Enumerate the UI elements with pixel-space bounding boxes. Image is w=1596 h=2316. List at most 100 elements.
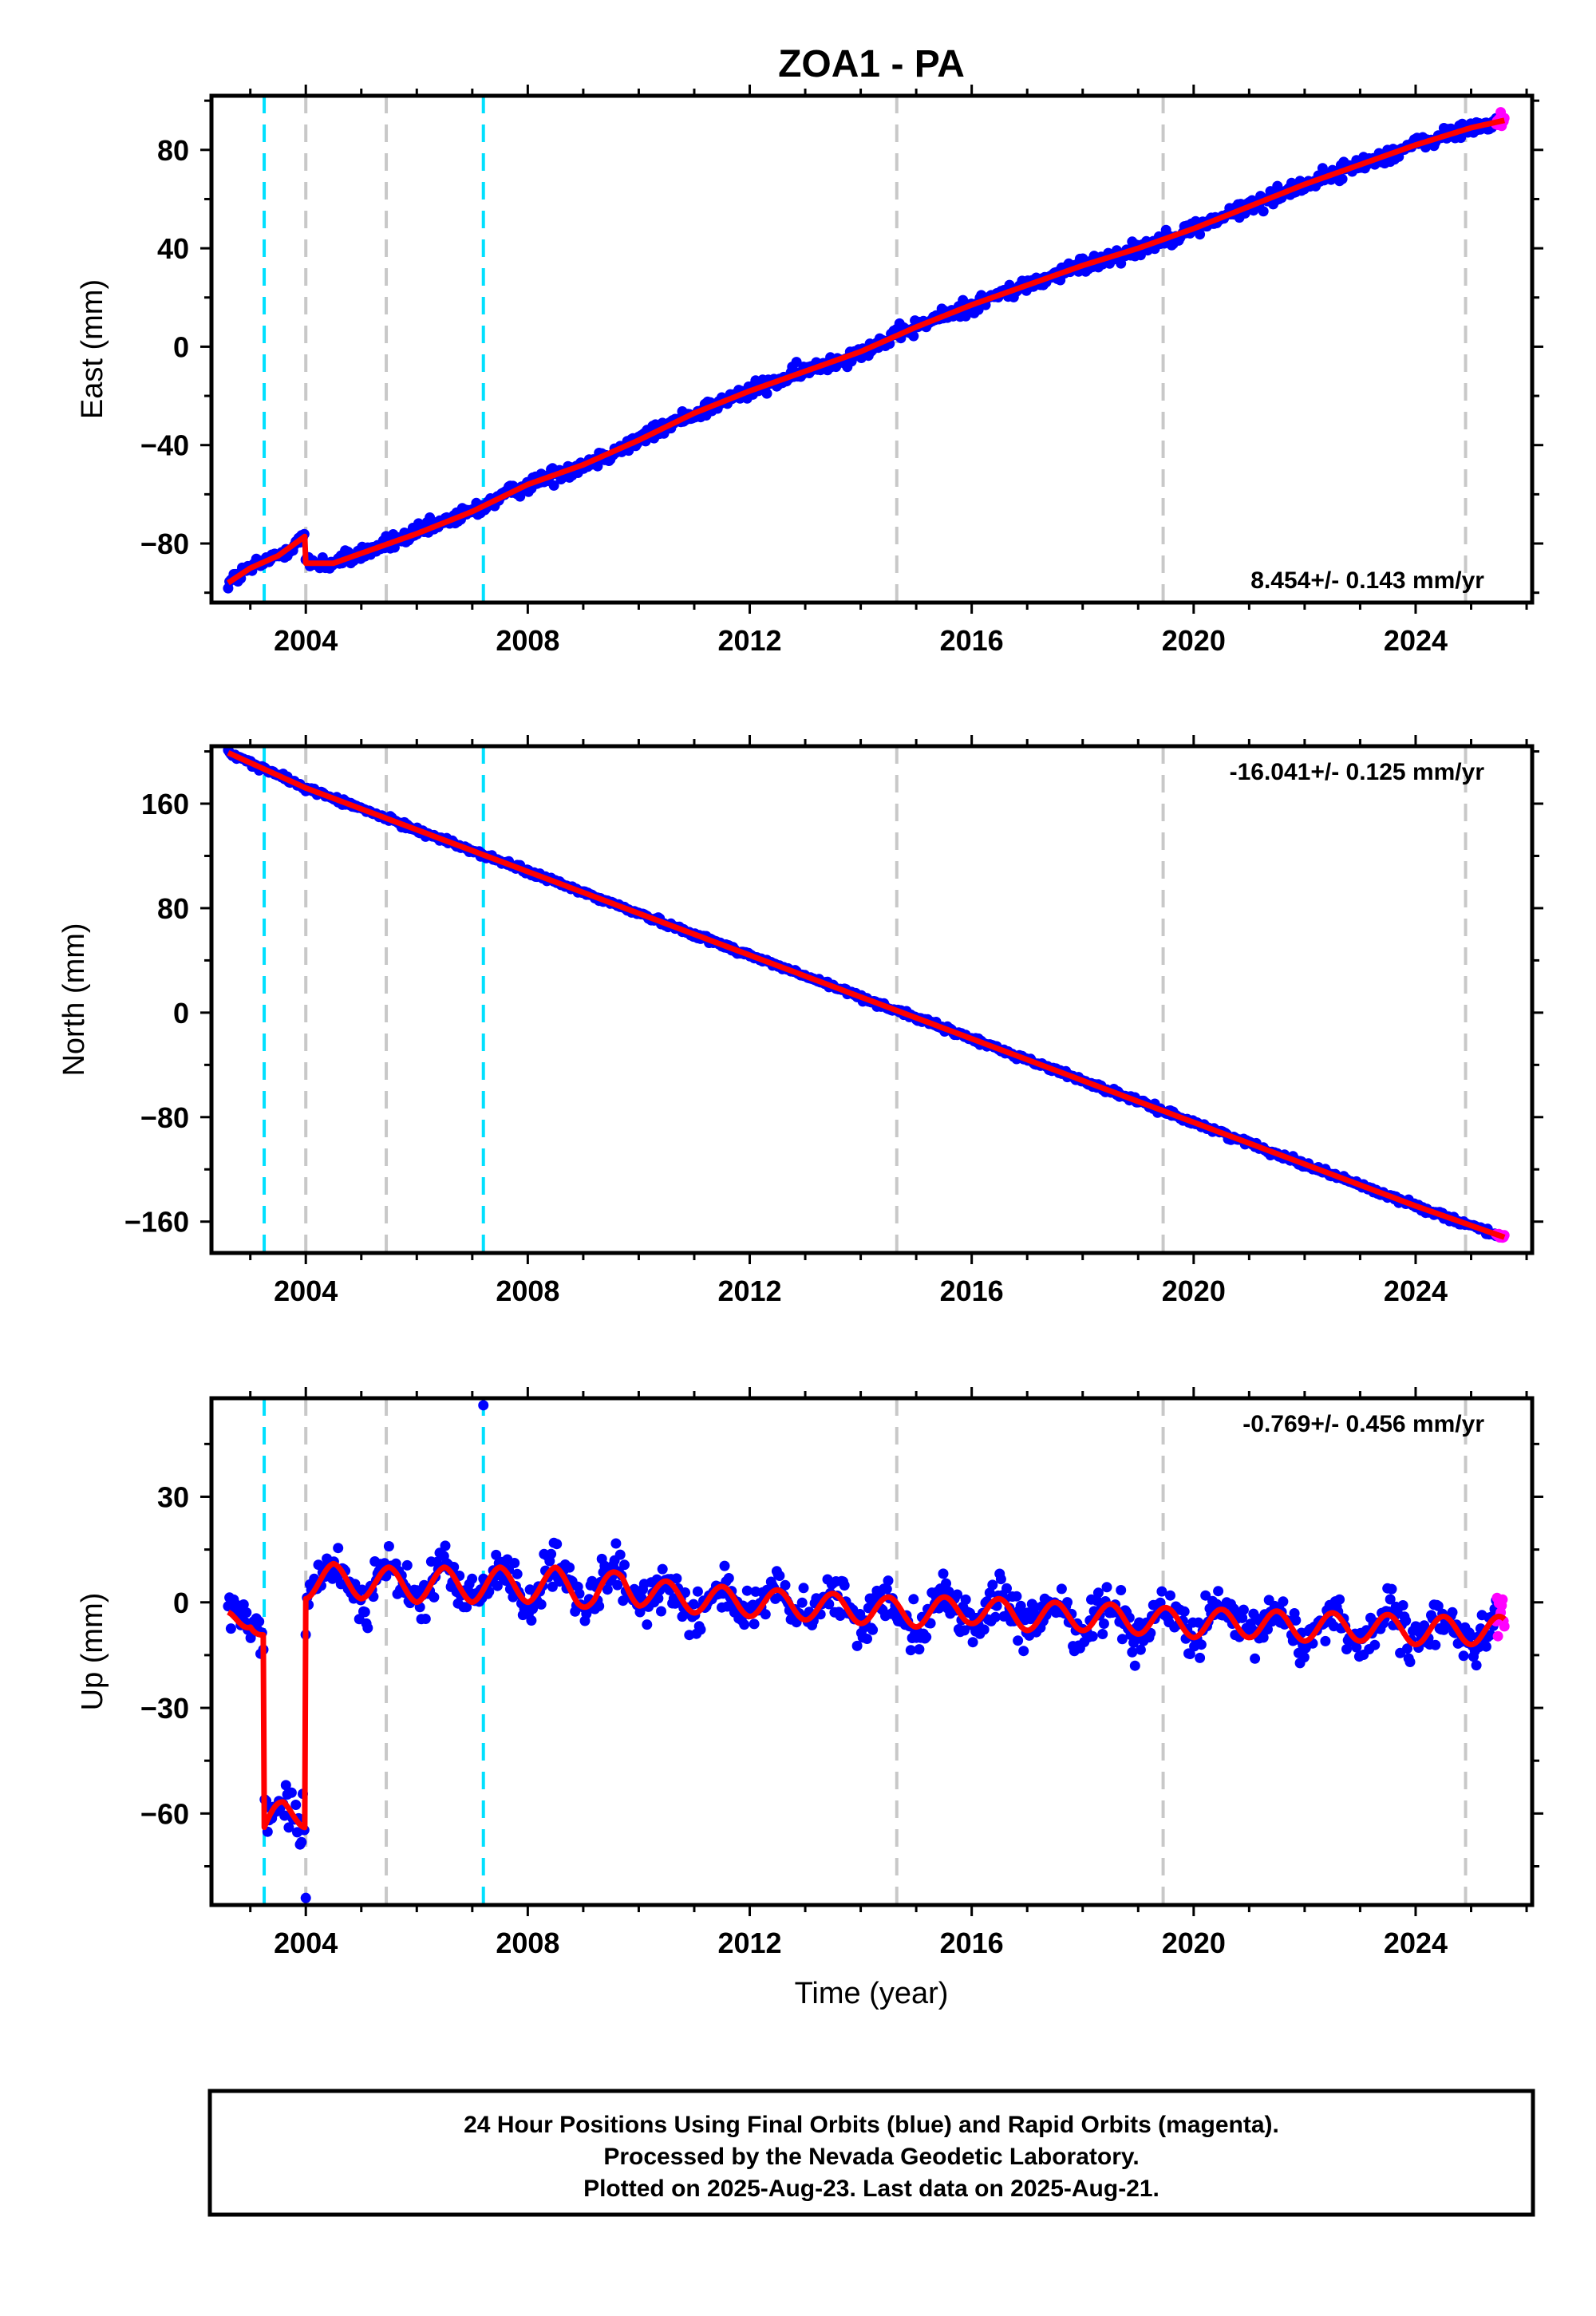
final-orbit-point bbox=[1087, 1630, 1098, 1642]
final-orbit-point bbox=[780, 1579, 791, 1591]
final-orbit-point bbox=[526, 1615, 537, 1626]
final-orbit-point bbox=[1195, 1652, 1206, 1663]
final-orbit-point bbox=[610, 1538, 622, 1549]
x-tick-label: 2008 bbox=[496, 1927, 559, 1959]
plot-frame bbox=[209, 1396, 1535, 1907]
final-orbit-point bbox=[796, 1597, 808, 1608]
final-orbit-point bbox=[333, 1543, 344, 1554]
final-orbit-point bbox=[1432, 1600, 1444, 1611]
final-orbit-point bbox=[1430, 1639, 1441, 1650]
final-orbit-point bbox=[1480, 1641, 1491, 1652]
final-orbit-point bbox=[594, 1601, 605, 1611]
x-tick-label: 2008 bbox=[496, 1275, 559, 1307]
final-orbit-point bbox=[492, 1580, 503, 1591]
y-tick-label: −30 bbox=[140, 1692, 189, 1725]
x-tick-label: 2020 bbox=[1162, 1927, 1226, 1959]
final-orbit-point bbox=[1200, 1590, 1211, 1601]
final-orbit-point bbox=[657, 1563, 668, 1575]
y-tick-label: 80 bbox=[157, 134, 189, 167]
final-orbit-point bbox=[1127, 1646, 1138, 1658]
final-orbit-point bbox=[1447, 1607, 1458, 1618]
east-panel: 2004 2008 2012 2016 2020 2024 −80 −40 0 40 80 East … bbox=[76, 85, 1543, 657]
rate-label: -0.769+/- 0.456 mm/yr bbox=[1242, 1411, 1484, 1437]
final-orbit-point bbox=[839, 1580, 850, 1591]
y-tick-label: −80 bbox=[140, 1101, 189, 1134]
final-orbit-point bbox=[921, 1631, 932, 1642]
x-tick-label: 2012 bbox=[717, 1275, 781, 1307]
y-tick-label: −60 bbox=[140, 1797, 189, 1830]
final-orbit-point bbox=[774, 1571, 785, 1581]
rate-label: 8.454+/- 0.143 mm/yr bbox=[1250, 567, 1484, 594]
y-tick-label: 0 bbox=[173, 330, 189, 363]
final-orbit-point bbox=[943, 1586, 954, 1597]
final-orbit-point bbox=[1092, 1595, 1103, 1607]
x-tick-label: 2020 bbox=[1162, 624, 1226, 657]
final-orbit-point bbox=[749, 1618, 760, 1630]
final-orbit-point bbox=[925, 1618, 936, 1629]
final-orbit-point bbox=[1341, 1644, 1352, 1654]
final-orbit-point bbox=[1386, 1583, 1397, 1595]
final-orbit-point bbox=[1116, 1634, 1128, 1645]
up-panel: 2004 2008 2012 2016 2020 2024 −60 −30 0 30 Up (mm)… bbox=[76, 1387, 1543, 1959]
final-orbit-point bbox=[1156, 1586, 1167, 1597]
final-orbit-point bbox=[359, 1607, 370, 1618]
final-orbit-point bbox=[1471, 1660, 1482, 1671]
x-axis-label: Time (year) bbox=[795, 1977, 949, 2010]
final-orbit-point bbox=[692, 1586, 703, 1597]
final-orbit-point bbox=[938, 1568, 949, 1579]
final-orbit-point bbox=[241, 1607, 252, 1618]
final-orbit-point bbox=[592, 460, 603, 472]
x-tick-label: 2024 bbox=[1384, 1927, 1448, 1959]
final-orbit-point bbox=[1062, 1597, 1073, 1608]
y-axis-label: East (mm) bbox=[76, 279, 109, 419]
final-orbit-point bbox=[383, 1541, 394, 1551]
final-orbit-point bbox=[1097, 1629, 1108, 1639]
plot-area bbox=[223, 96, 1510, 603]
final-orbit-point bbox=[618, 1595, 629, 1607]
final-orbit-point bbox=[1250, 1653, 1261, 1664]
final-orbit-point bbox=[1101, 1582, 1112, 1593]
footer-line-3: Plotted on 2025-Aug-23. Last data on 202… bbox=[583, 2176, 1159, 2202]
final-orbit-point bbox=[1237, 1612, 1248, 1623]
final-orbit-point bbox=[798, 1583, 809, 1594]
final-orbit-point bbox=[1165, 1590, 1175, 1601]
final-orbit-point bbox=[908, 330, 919, 342]
final-orbit-point bbox=[1129, 1660, 1140, 1671]
final-orbit-point bbox=[1011, 1591, 1022, 1602]
final-orbit-point bbox=[680, 1587, 690, 1598]
final-orbit-point bbox=[614, 1549, 626, 1560]
final-orbit-point bbox=[984, 1587, 995, 1599]
final-orbit-point bbox=[290, 1800, 302, 1810]
final-orbit-point bbox=[1184, 1649, 1195, 1659]
final-orbit-point bbox=[296, 1836, 307, 1848]
final-orbit-point bbox=[1258, 1632, 1269, 1643]
model-fit-line bbox=[226, 117, 1507, 586]
final-orbit-point bbox=[280, 1780, 291, 1791]
final-orbit-point bbox=[524, 1584, 535, 1595]
final-orbit-point bbox=[941, 1578, 951, 1589]
y-tick-label: 0 bbox=[173, 1587, 189, 1619]
chart-title: ZOA1 - PA bbox=[778, 43, 965, 85]
final-orbit-point bbox=[254, 1616, 265, 1627]
final-orbit-point bbox=[642, 1619, 653, 1630]
final-orbit-point bbox=[952, 1589, 963, 1600]
final-orbit-point bbox=[723, 1573, 734, 1583]
x-tick-label: 2004 bbox=[274, 1275, 338, 1307]
final-orbit-point bbox=[467, 1573, 478, 1584]
outlier-point bbox=[300, 1892, 311, 1903]
final-orbit-point bbox=[1135, 1644, 1146, 1655]
rapid-orbit-point bbox=[1492, 1630, 1503, 1642]
final-orbit-point bbox=[283, 1822, 294, 1833]
final-orbit-point bbox=[719, 1560, 730, 1571]
final-orbit-point bbox=[695, 1624, 706, 1635]
model-fit-line bbox=[226, 1560, 1507, 1831]
final-orbit-point bbox=[1195, 229, 1206, 240]
final-orbit-point bbox=[420, 1614, 431, 1624]
final-orbit-point bbox=[535, 1599, 547, 1610]
final-orbit-point bbox=[429, 1591, 440, 1603]
final-orbit-point bbox=[1179, 1606, 1190, 1617]
final-orbit-point bbox=[688, 1599, 699, 1610]
final-orbit-point bbox=[1290, 1614, 1302, 1626]
final-orbit-point bbox=[1278, 1596, 1289, 1607]
